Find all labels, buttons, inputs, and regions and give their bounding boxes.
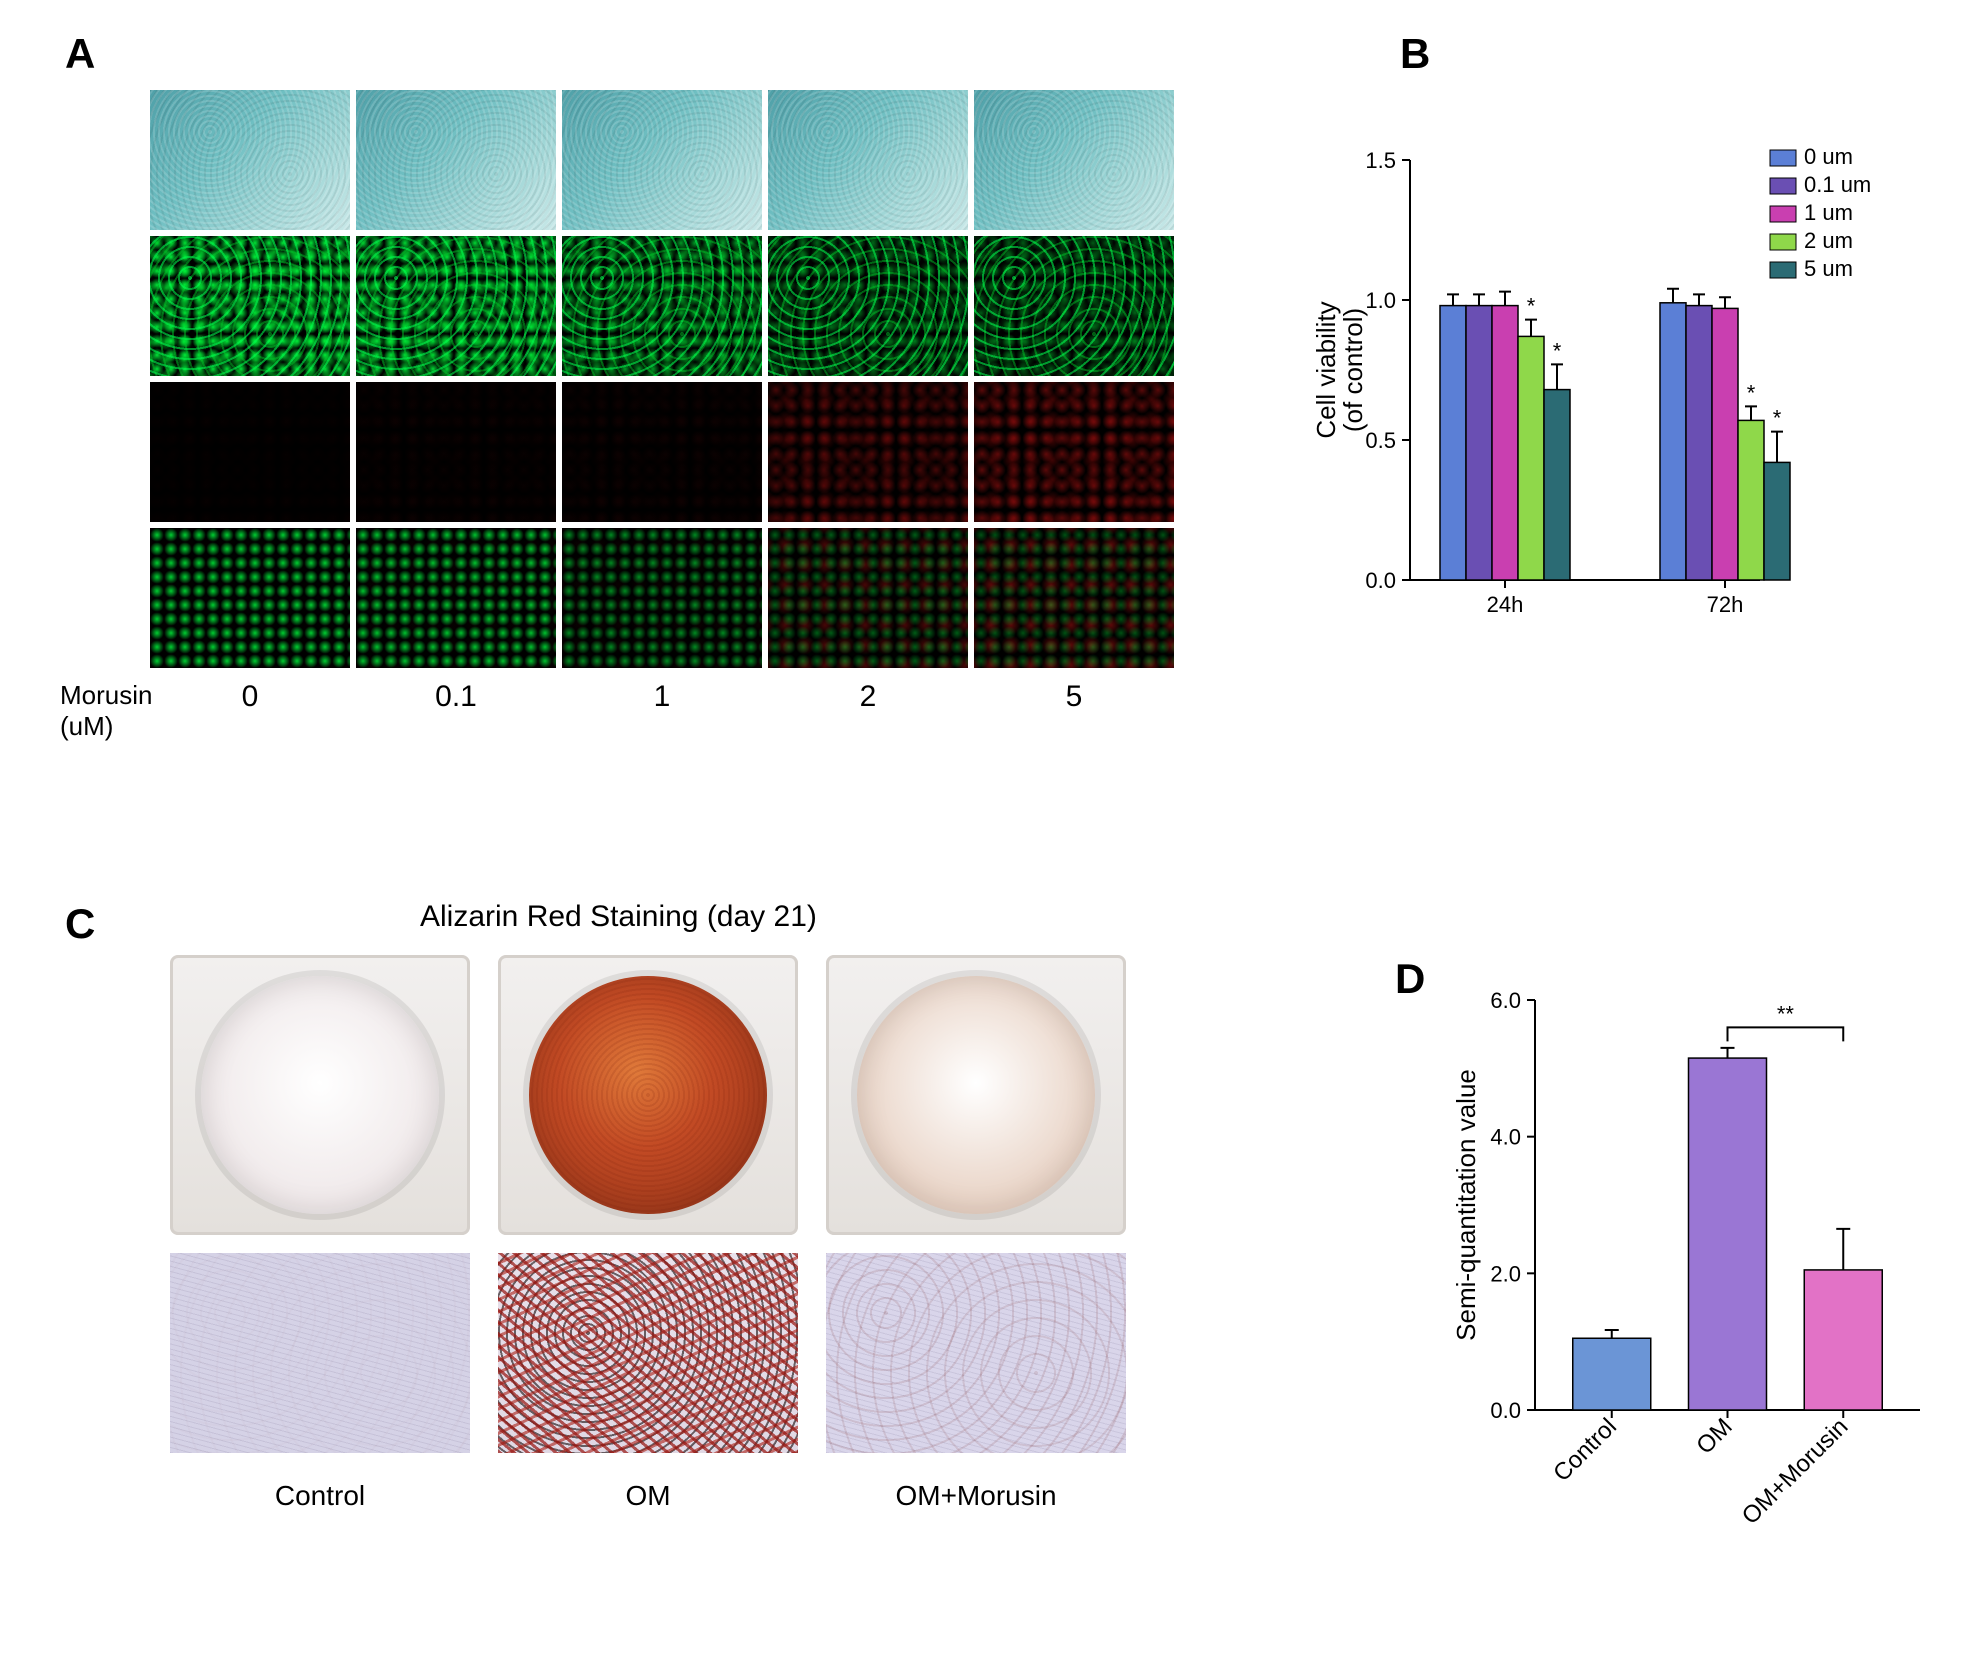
svg-text:0.0: 0.0 xyxy=(1365,568,1396,593)
panel-a-cell xyxy=(356,382,556,522)
svg-text:0.0: 0.0 xyxy=(1490,1398,1521,1423)
panel-d-label: D xyxy=(1395,955,1425,1003)
svg-text:Semi-quantitation value: Semi-quantitation value xyxy=(1451,1069,1481,1341)
panel-a-cell xyxy=(356,528,556,668)
panel-a-cell xyxy=(562,90,762,230)
panel-c-title: Alizarin Red Staining (day 21) xyxy=(420,900,817,934)
svg-text:5 um: 5 um xyxy=(1804,256,1853,281)
panel-a-axis-label: Morusin (uM) xyxy=(60,680,152,742)
svg-text:0.1 um: 0.1 um xyxy=(1804,172,1871,197)
unit-text: (uM) xyxy=(60,711,113,741)
svg-text:OM+Morusin: OM+Morusin xyxy=(1737,1413,1854,1530)
svg-text:1.0: 1.0 xyxy=(1365,288,1396,313)
panel-a-cell xyxy=(974,382,1174,522)
svg-text:**: ** xyxy=(1777,1001,1795,1026)
panel-a-cell xyxy=(768,528,968,668)
svg-text:*: * xyxy=(1773,406,1782,431)
svg-text:6.0: 6.0 xyxy=(1490,988,1521,1013)
svg-text:24h: 24h xyxy=(1487,592,1524,617)
panel-a-cell xyxy=(562,382,762,522)
panel-a-cell xyxy=(150,90,350,230)
svg-text:*: * xyxy=(1527,294,1536,319)
svg-text:72h: 72h xyxy=(1707,592,1744,617)
svg-text:Control: Control xyxy=(1548,1413,1622,1487)
panel-a-cell xyxy=(356,90,556,230)
svg-text:*: * xyxy=(1553,338,1562,363)
panel-c-column-label: OM+Morusin xyxy=(826,1480,1126,1512)
svg-text:0 um: 0 um xyxy=(1804,144,1853,169)
svg-text:2 um: 2 um xyxy=(1804,228,1853,253)
micrograph xyxy=(498,1253,798,1453)
panel-a-cell xyxy=(150,236,350,376)
panel-a-cell xyxy=(768,236,968,376)
svg-text:(of control): (of control) xyxy=(1338,308,1368,432)
panel-a-cell xyxy=(150,382,350,522)
morusin-text: Morusin xyxy=(60,680,152,710)
panel-a-cell xyxy=(974,528,1174,668)
panel-c-label: C xyxy=(65,900,95,948)
well-dish xyxy=(170,955,470,1235)
panel-a-cell xyxy=(974,236,1174,376)
panel-c-grid xyxy=(170,955,1126,1453)
panel-a-cell xyxy=(150,528,350,668)
panel-a-cell xyxy=(768,382,968,522)
panel-b-label: B xyxy=(1400,30,1430,78)
panel-a-cell xyxy=(356,236,556,376)
panel-a-cell xyxy=(768,90,968,230)
panel-a-cell xyxy=(562,236,762,376)
svg-text:*: * xyxy=(1747,380,1756,405)
svg-text:1.5: 1.5 xyxy=(1365,148,1396,173)
panel-a-conc-label: 5 xyxy=(974,680,1174,714)
panel-c-column-label: OM xyxy=(498,1480,798,1512)
panel-a-conc-label: 0 xyxy=(150,680,350,714)
panel-a-conc-label: 2 xyxy=(768,680,968,714)
svg-text:2.0: 2.0 xyxy=(1490,1261,1521,1286)
panel-b-chart: 0.0 0.5 1.0 1.5 Cell viability(of control) * *… xyxy=(1300,130,1930,650)
panel-a-cell xyxy=(974,90,1174,230)
panel-a-cell xyxy=(562,528,762,668)
well-dish xyxy=(826,955,1126,1235)
micrograph xyxy=(170,1253,470,1453)
svg-text:OM: OM xyxy=(1691,1413,1737,1459)
micrograph xyxy=(826,1253,1126,1453)
panel-a-conc-label: 0.1 xyxy=(356,680,556,714)
panel-d-chart: 0.0 2.0 4.0 6.0 Semi-quantitation value Contr… xyxy=(1440,970,1940,1590)
svg-text:1 um: 1 um xyxy=(1804,200,1853,225)
svg-text:Cell viability: Cell viability xyxy=(1311,301,1341,438)
panel-c-column-label: Control xyxy=(170,1480,470,1512)
svg-text:4.0: 4.0 xyxy=(1490,1125,1521,1150)
well-dish xyxy=(498,955,798,1235)
panel-a-conc-label: 1 xyxy=(562,680,762,714)
panel-a-image-grid xyxy=(150,90,1174,668)
panel-a-label: A xyxy=(65,30,95,78)
svg-text:0.5: 0.5 xyxy=(1365,428,1396,453)
